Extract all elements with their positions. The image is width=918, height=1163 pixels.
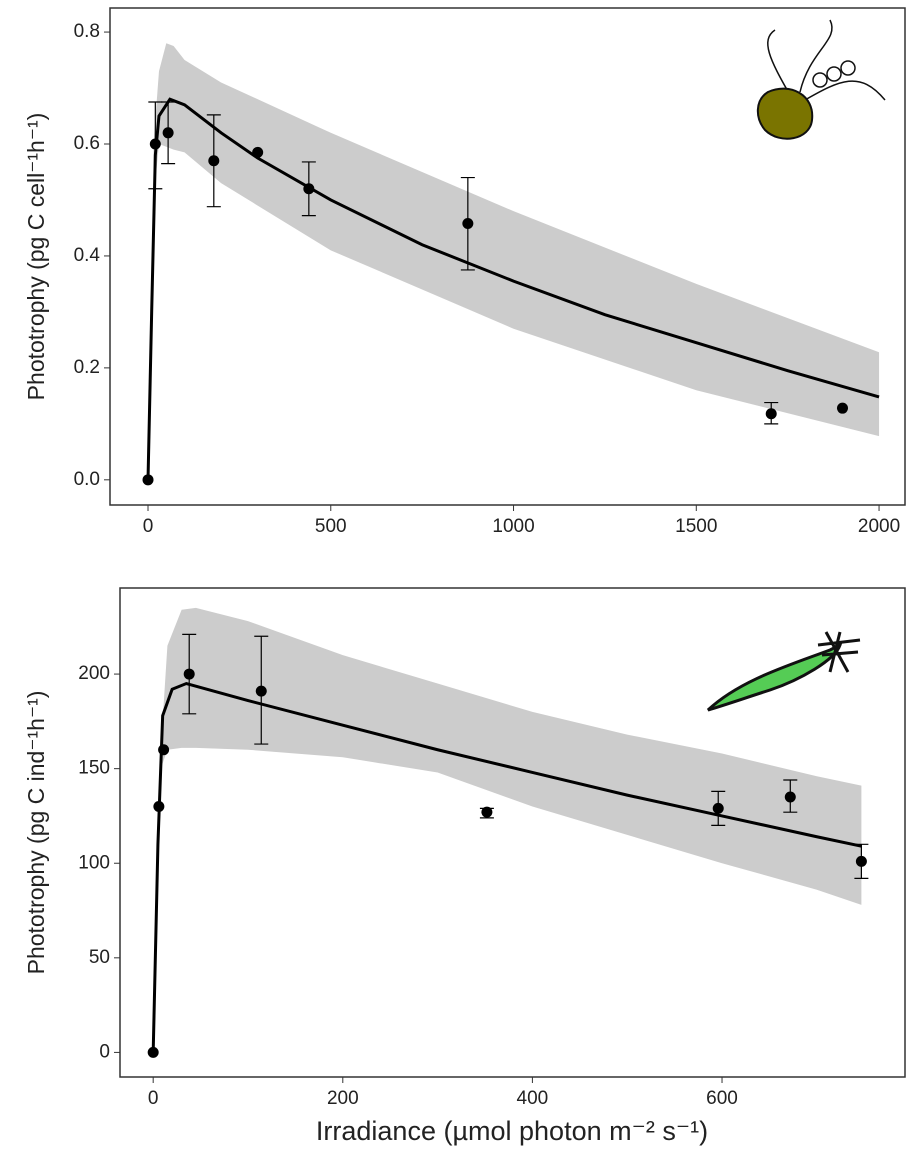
data-point <box>255 685 267 697</box>
fit-line <box>151 681 862 1053</box>
y-axis-label: Phototrophy (pg C cell⁻¹h⁻¹) <box>23 113 49 401</box>
data-point <box>252 146 264 158</box>
y-tick-label: 0.0 <box>74 469 100 490</box>
x-tick-label: 200 <box>327 1088 359 1109</box>
y-tick-label: 100 <box>78 852 110 873</box>
data-point <box>183 668 195 680</box>
y-axis-label: Phototrophy (pg C ind⁻¹h⁻¹) <box>23 691 49 975</box>
x-tick-label: 0 <box>148 1088 159 1109</box>
data-point <box>158 744 170 756</box>
data-point <box>142 474 154 486</box>
y-tick-label: 150 <box>78 758 110 779</box>
y-tick-label: 0.6 <box>74 133 100 154</box>
data-point <box>147 1046 159 1058</box>
x-tick-label: 0 <box>143 516 154 537</box>
x-tick-label: 1500 <box>675 516 717 537</box>
data-point <box>765 408 777 420</box>
y-tick-label: 0.2 <box>74 357 100 378</box>
data-point <box>462 217 474 229</box>
x-axis-label: Irradiance (µmol photon m⁻² s⁻¹) <box>316 1116 708 1146</box>
data-point <box>481 806 493 818</box>
data-point <box>303 183 315 195</box>
confidence-band <box>160 607 862 905</box>
data-point <box>153 800 165 812</box>
plot-frame <box>119 587 906 1078</box>
data-point <box>162 127 174 139</box>
x-tick-label: 400 <box>517 1088 549 1109</box>
flagellate-icon <box>756 19 886 140</box>
x-tick-label: 1000 <box>492 516 534 537</box>
ciliate-icon <box>706 631 861 712</box>
plot-frame <box>109 7 906 506</box>
y-tick-label: 50 <box>89 947 110 968</box>
y-tick-label: 0.8 <box>74 21 100 42</box>
data-point <box>208 155 220 167</box>
data-point <box>784 791 796 803</box>
data-point <box>149 138 161 150</box>
x-tick-label: 600 <box>706 1088 738 1109</box>
x-tick-label: 500 <box>315 516 347 537</box>
x-tick-label: 2000 <box>858 516 900 537</box>
y-tick-label: 200 <box>78 663 110 684</box>
y-tick-label: 0 <box>99 1041 110 1062</box>
data-point <box>855 855 867 867</box>
data-point <box>836 402 848 414</box>
y-tick-label: 0.4 <box>74 245 101 266</box>
data-point <box>712 802 724 814</box>
confidence-band <box>153 43 880 437</box>
